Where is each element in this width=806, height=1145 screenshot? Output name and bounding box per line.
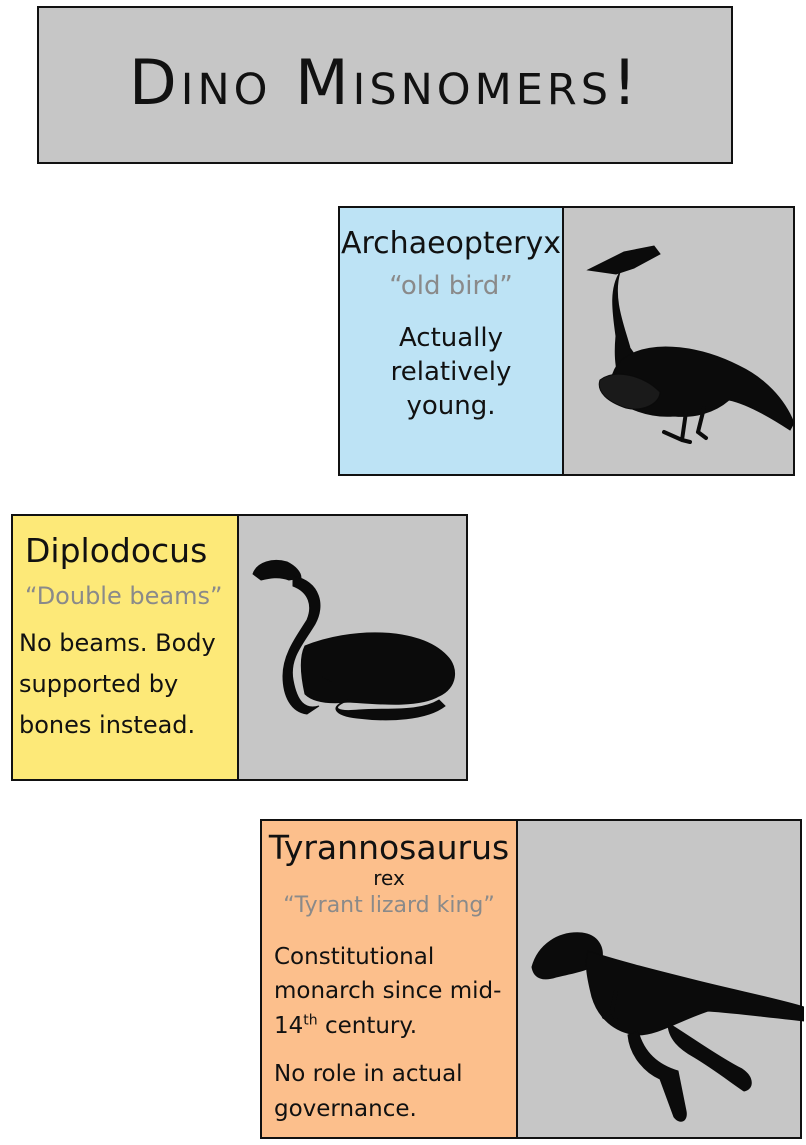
diplodocus-text-panel: Diplodocus “Double beams” No beams. Body…: [11, 514, 239, 781]
fact-text-end: century.: [317, 1012, 418, 1039]
archaeopteryx-text-panel: Archaeopteryx “old bird” Actually relati…: [338, 206, 564, 476]
tyrannosaurus-image-panel: [516, 819, 804, 1139]
page-title: Dino Misnomers!: [129, 46, 641, 119]
diplodocus-image-panel: [237, 514, 468, 781]
archaeopteryx-image-panel: [562, 206, 795, 476]
dino-name: Archaeopteryx: [340, 226, 561, 261]
diplodocus-icon: [252, 560, 455, 721]
dino-fact: Constitutional monarch since mid-14th ce…: [274, 940, 504, 1044]
archaeopteryx-icon: [586, 245, 795, 444]
fact-text: Constitutional monarch since mid-14: [274, 943, 502, 1039]
tyrannosaurus-text-panel: Tyrannosaurus rex “Tyrant lizard king” C…: [260, 819, 518, 1139]
dino-fact-2: No role in actual governance.: [274, 1061, 463, 1122]
tyrannosaurus-icon: [531, 932, 804, 1122]
fact-superscript: th: [303, 1012, 318, 1029]
name-meaning: “Tyrant lizard king”: [283, 892, 495, 918]
name-meaning: “Double beams”: [25, 581, 223, 610]
dino-name: Diplodocus: [25, 531, 208, 570]
dino-fact: No beams. Body supported by bones instea…: [19, 629, 216, 739]
dino-subname: rex: [373, 865, 405, 890]
title-banner: Dino Misnomers!: [37, 6, 733, 164]
dino-fact: Actually relatively young.: [390, 323, 512, 421]
dino-name: Tyrannosaurus: [268, 828, 510, 867]
name-meaning: “old bird”: [389, 270, 513, 301]
